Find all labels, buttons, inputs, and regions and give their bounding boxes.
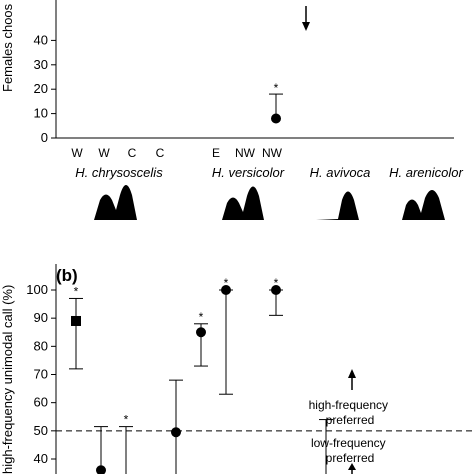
category-label: W bbox=[98, 146, 110, 160]
high-frequency-line-2: preferred bbox=[326, 413, 375, 427]
data-point bbox=[271, 285, 281, 295]
annotation-label-box bbox=[240, 0, 388, 6]
panel-b-ylabel: high-frequency unimodal call (%) bbox=[0, 285, 15, 474]
down-arrow-head-b bbox=[348, 463, 356, 470]
category-label: NW bbox=[262, 146, 283, 160]
data-point bbox=[271, 113, 281, 124]
significance-star: * bbox=[199, 310, 204, 324]
panel-a: Females choos 0 10 20 30 40 * W W C C E NW NW H. c… bbox=[0, 0, 464, 220]
y-tick-label: 50 bbox=[34, 423, 48, 438]
category-label: C bbox=[128, 146, 137, 160]
y-tick-label: 30 bbox=[34, 57, 48, 72]
call-oscillograms bbox=[94, 185, 445, 220]
significance-star: * bbox=[274, 276, 279, 290]
y-tick-label: 90 bbox=[34, 310, 48, 325]
data-point bbox=[196, 327, 206, 338]
species-label: H. versicolor bbox=[212, 165, 285, 180]
y-tick-label: 40 bbox=[34, 451, 48, 466]
oscillogram-arenicolor bbox=[402, 190, 445, 220]
panel-a-y-axis: 0 10 20 30 40 bbox=[34, 0, 454, 145]
panel-a-category-labels: W W C C E NW NW bbox=[71, 146, 282, 160]
data-point-square bbox=[71, 315, 81, 326]
panel-b-label: (b) bbox=[56, 266, 78, 285]
data-point bbox=[221, 285, 231, 295]
y-tick-label: 60 bbox=[34, 395, 48, 410]
down-arrow-head bbox=[302, 22, 310, 31]
panel-b-annotation: high-frequency preferred low-frequency p… bbox=[309, 369, 392, 474]
panel-a-points: * bbox=[269, 81, 283, 124]
high-frequency-line-1: high-frequency bbox=[309, 398, 388, 412]
y-tick-label: 40 bbox=[34, 32, 48, 47]
oscillogram-chrysoscelis bbox=[94, 185, 137, 220]
y-tick-label: 0 bbox=[41, 130, 48, 145]
panel-b-points: * * * * * bbox=[69, 276, 333, 474]
y-tick-label: 80 bbox=[34, 338, 48, 353]
low-frequency-line-1: low-frequency bbox=[311, 436, 386, 450]
category-label: E bbox=[212, 146, 220, 160]
up-arrow-head bbox=[348, 369, 356, 378]
low-frequency-preferred-label: low-frequency preferred bbox=[311, 436, 389, 465]
y-tick-label: 70 bbox=[34, 367, 48, 382]
data-point bbox=[171, 427, 181, 438]
category-label: C bbox=[156, 146, 165, 160]
species-label: H. chrysoscelis bbox=[75, 165, 163, 180]
significance-star: * bbox=[224, 276, 229, 290]
species-label: H. avivoca bbox=[310, 165, 371, 180]
y-tick-label: 100 bbox=[26, 282, 48, 297]
species-label: H. arenicolor bbox=[389, 165, 463, 180]
category-label: W bbox=[71, 146, 83, 160]
panel-b: (b) high-frequency unimodal call (%) 40 5… bbox=[0, 264, 474, 474]
data-point bbox=[96, 465, 106, 474]
y-tick-label: 10 bbox=[34, 106, 48, 121]
panel-a-annotation bbox=[240, 0, 388, 31]
oscillogram-avivoca bbox=[316, 191, 359, 220]
significance-star: * bbox=[274, 81, 279, 95]
panel-b-y-axis: 40 50 60 70 80 90 100 bbox=[26, 264, 57, 474]
significance-star: * bbox=[124, 413, 129, 427]
low-frequency-line-2: preferred bbox=[326, 451, 375, 465]
oscillogram-versicolor bbox=[222, 186, 264, 220]
significance-star: * bbox=[74, 284, 79, 298]
high-frequency-preferred-label: high-frequency preferred bbox=[309, 398, 392, 427]
category-label: NW bbox=[235, 146, 256, 160]
y-tick-label: 20 bbox=[34, 81, 48, 96]
panel-a-species-labels: H. chrysoscelis H. versicolor H. avivoca H.… bbox=[75, 165, 463, 180]
panel-a-ylabel: Females choos bbox=[0, 3, 15, 92]
